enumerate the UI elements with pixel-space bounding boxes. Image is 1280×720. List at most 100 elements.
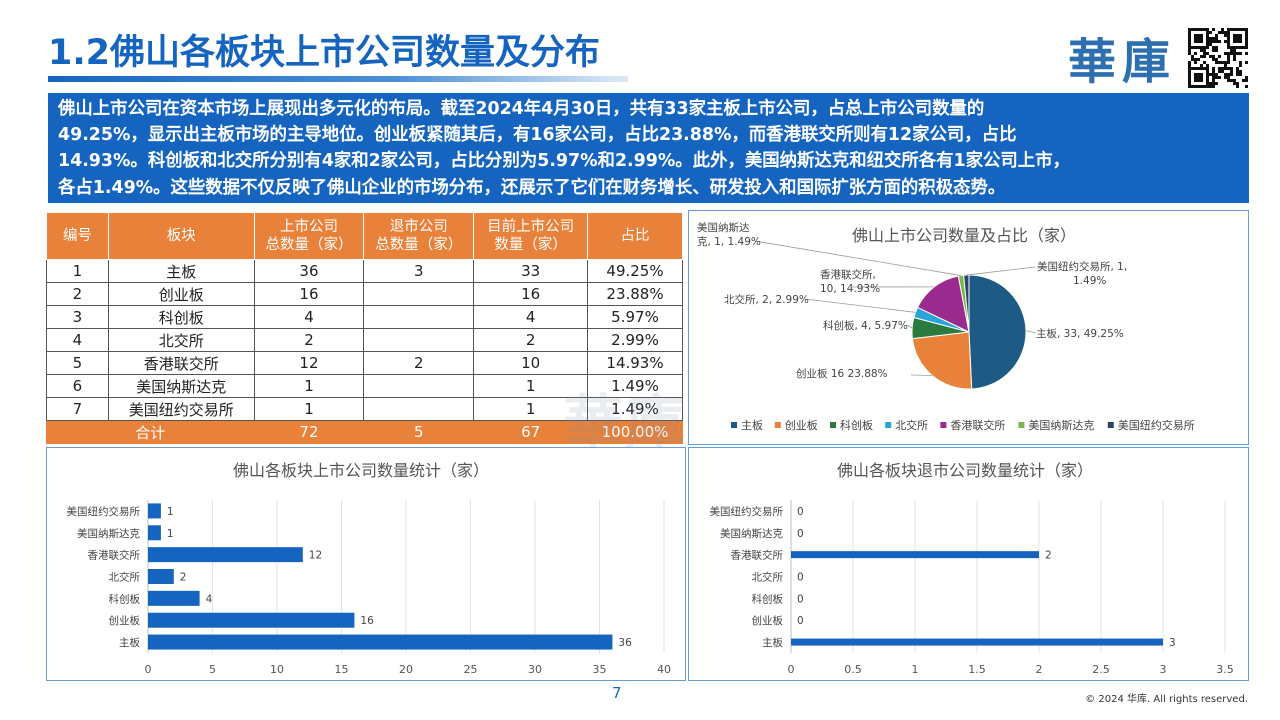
cell-number: 1 bbox=[46, 259, 109, 283]
legend-item: 美国纳斯达克 bbox=[1028, 419, 1094, 432]
bar-value-label: 36 bbox=[618, 637, 632, 649]
cell-total-listed: 36 bbox=[253, 259, 365, 283]
chart-title: 佛山各板块退市公司数量统计（家） bbox=[837, 461, 1093, 480]
cell-board: 美国纽约交易所 bbox=[107, 397, 255, 421]
table-row: 3 科创板 4 4 5.97% bbox=[46, 305, 683, 329]
cell-total-listed: 12 bbox=[253, 351, 365, 375]
x-tick-label: 2 bbox=[1036, 663, 1043, 676]
data-label: 克, 1, 1.49% bbox=[697, 236, 761, 248]
cell-delisted bbox=[363, 305, 475, 329]
legend-item: 香港联交所 bbox=[950, 418, 1005, 432]
bar bbox=[148, 634, 613, 650]
x-tick-label: 0 bbox=[145, 663, 152, 676]
table-row: 4 北交所 2 2 2.99% bbox=[46, 328, 683, 352]
cell-total-listed: 2 bbox=[253, 328, 365, 352]
data-label: 北交所, 2, 2.99% bbox=[724, 293, 809, 306]
table-header-row: 编号 板块 上市公司 总数量（家） 退市公司 总数量（家） 目前上市公司 数量（家） … bbox=[46, 212, 683, 260]
total-listed: 72 bbox=[253, 420, 365, 444]
cell-current-listed: 4 bbox=[473, 305, 589, 329]
cell-delisted: 3 bbox=[363, 259, 475, 283]
summary-box: 佛山上市公司在资本市场上展现出多元化的布局。截至2024年4月30日，共有33家… bbox=[48, 93, 1249, 203]
y-tick-label: 美国纳斯达克 bbox=[77, 527, 140, 540]
col-header-number: 编号 bbox=[46, 212, 109, 260]
col-header-delisted: 退市公司 总数量（家） bbox=[363, 212, 475, 260]
bar-value-label: 1 bbox=[167, 506, 174, 518]
cell-delisted bbox=[363, 282, 475, 306]
cell-board: 科创板 bbox=[107, 305, 255, 329]
x-tick-label: 1 bbox=[912, 663, 919, 676]
col-header-current-listed: 目前上市公司 数量（家） bbox=[473, 212, 589, 260]
x-tick-label: 0 bbox=[788, 663, 795, 676]
bar bbox=[148, 503, 161, 519]
legend-swatch bbox=[830, 422, 836, 428]
delisted-bar-chart-panel: 佛山各板块退市公司数量统计（家） 0 0.5 1 1.5 2 2.5 3 3.5 美国纽约交易所 0… bbox=[688, 447, 1249, 681]
y-tick-label: 主板 bbox=[119, 636, 140, 649]
copyright: © 2024 华库. All rights reserved. bbox=[1085, 694, 1248, 705]
bar-value-label: 3 bbox=[1169, 637, 1176, 649]
y-tick-label: 香港联交所 bbox=[88, 549, 141, 562]
x-tick-label: 1.5 bbox=[968, 663, 986, 676]
page-number: 7 bbox=[612, 684, 622, 702]
data-label: 创业板 16 23.88% bbox=[796, 367, 888, 380]
y-tick-label: 创业板 bbox=[109, 614, 141, 627]
legend-swatch bbox=[1107, 422, 1114, 428]
table-row: 7 美国纽约交易所 1 1 1.49% bbox=[46, 397, 683, 421]
legend-swatch bbox=[940, 422, 947, 428]
cell-current-listed: 1 bbox=[473, 374, 589, 398]
bar bbox=[148, 569, 174, 584]
summary-line: 49.25%，显示出主板市场的主导地位。创业板紧随其后，有16家公司，占比23.… bbox=[58, 125, 1017, 146]
y-tick-label: 美国纽约交易所 bbox=[710, 505, 784, 518]
bar bbox=[148, 547, 303, 563]
pie-slice bbox=[916, 275, 970, 333]
x-tick-label: 3.5 bbox=[1216, 663, 1234, 676]
data-label: 美国纽约交易所, 1, bbox=[1037, 260, 1127, 273]
title-underline bbox=[48, 76, 628, 82]
cell-share: 1.49% bbox=[587, 397, 683, 421]
legend-item: 美国纽约交易所 bbox=[1118, 418, 1195, 432]
cell-share: 1.49% bbox=[587, 374, 683, 398]
cell-board: 美国纳斯达克 bbox=[107, 374, 255, 398]
y-tick-label: 北交所 bbox=[752, 571, 784, 584]
table-row: 1 主板 36 3 33 49.25% bbox=[46, 259, 683, 283]
leader-line bbox=[1025, 330, 1037, 334]
cell-delisted bbox=[363, 397, 475, 421]
data-label: 10, 14.93% bbox=[820, 283, 880, 295]
cell-delisted bbox=[363, 374, 475, 398]
col-header-total-listed: 上市公司 总数量（家） bbox=[253, 212, 365, 260]
y-tick-label: 科创板 bbox=[109, 592, 141, 605]
col-header-board: 板块 bbox=[107, 212, 255, 260]
legend-swatch bbox=[774, 422, 781, 428]
y-tick-label: 美国纽约交易所 bbox=[67, 505, 141, 518]
legend-item: 北交所 bbox=[895, 418, 928, 432]
cell-total-listed: 4 bbox=[253, 305, 365, 329]
cell-total-listed: 1 bbox=[253, 374, 365, 398]
x-tick-label: 2.5 bbox=[1092, 663, 1110, 676]
cell-share: 49.25% bbox=[587, 259, 683, 283]
y-tick-label: 创业板 bbox=[752, 614, 784, 627]
cell-delisted bbox=[363, 328, 475, 352]
legend-item: 科创板 bbox=[840, 418, 873, 432]
bar bbox=[148, 590, 200, 606]
cell-total-listed: 1 bbox=[253, 397, 365, 421]
qr-code-icon bbox=[1188, 28, 1248, 88]
x-tick-label: 0.5 bbox=[844, 663, 862, 676]
legend-item: 创业板 bbox=[785, 418, 818, 432]
pie-chart: 佛山上市公司数量及占比（家） 主板, 33, 49.25% 创业板 16 23.88… bbox=[697, 221, 1195, 432]
bar-value-label: 12 bbox=[309, 550, 322, 562]
cell-total-listed: 16 bbox=[253, 282, 365, 306]
table-total-row: 合计 72 5 67 100.00% bbox=[46, 420, 683, 444]
total-label: 合计 bbox=[46, 420, 255, 444]
data-label: 科创板, 4, 5.97% bbox=[823, 319, 908, 332]
brand-logo: 華庫 bbox=[1068, 34, 1177, 90]
total-current: 67 bbox=[473, 420, 589, 444]
bar-value-label: 2 bbox=[1045, 550, 1052, 562]
cell-current-listed: 10 bbox=[473, 351, 589, 375]
cell-number: 4 bbox=[46, 328, 109, 352]
chart-title: 佛山各板块上市公司数量统计（家） bbox=[233, 461, 489, 480]
legend-swatch bbox=[885, 422, 892, 428]
table-body: 1 主板 36 3 33 49.25% 2 创业板 16 16 23.88% 3 科创板 4 4 5.97% 4… bbox=[46, 259, 683, 444]
cell-share: 23.88% bbox=[587, 282, 683, 306]
leader-line bbox=[966, 266, 1036, 276]
x-tick-label: 40 bbox=[657, 663, 671, 676]
y-tick-label: 科创板 bbox=[752, 592, 784, 605]
